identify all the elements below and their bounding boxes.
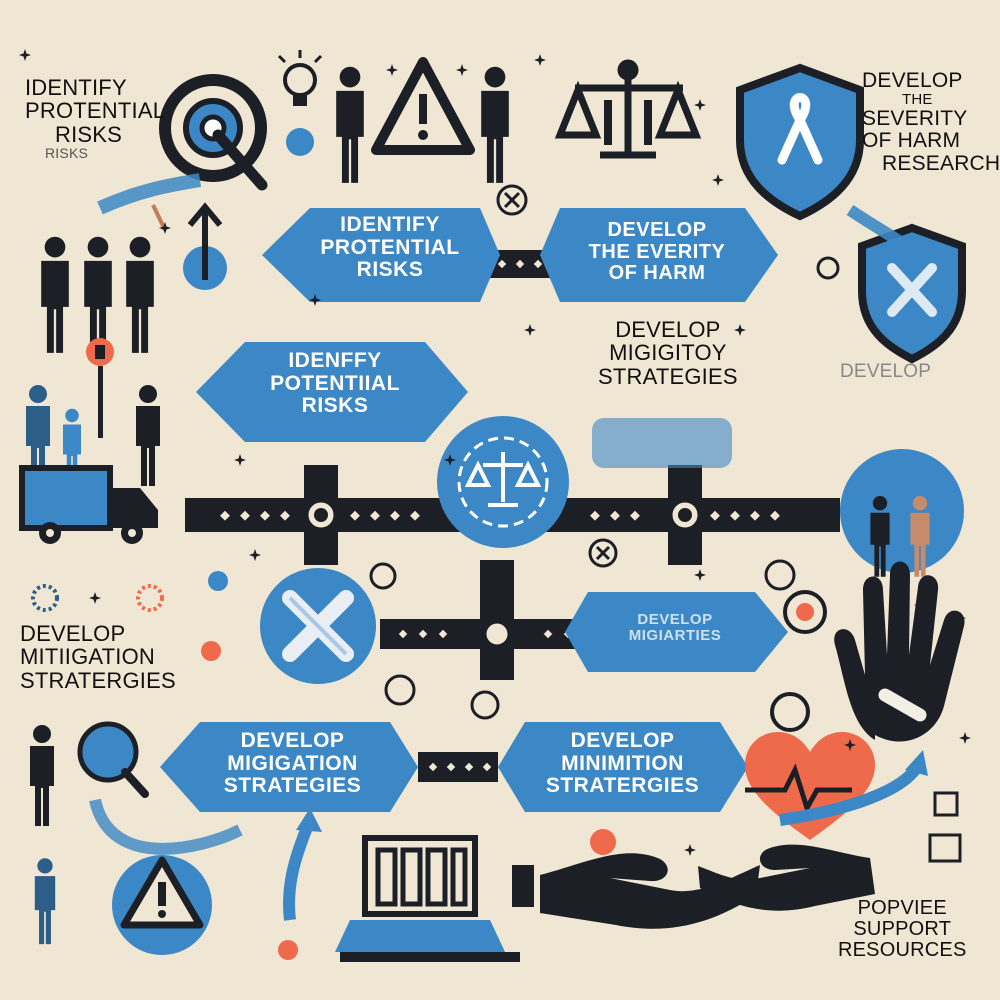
scales-icon [554, 59, 702, 159]
text-left-mid: DEVELOP MITIIGATION STRATERGIES [20, 622, 176, 692]
text-faded-right: DEVELOP [840, 361, 932, 382]
location-pin-icon [86, 338, 114, 438]
text-line: STRATEGIES [598, 363, 738, 389]
text-line: RISKS [301, 394, 369, 418]
text-bottom-right: POPVIEE SUPPORT RESOURCES [838, 897, 967, 962]
hex-severity [540, 208, 778, 302]
people-group-icon [41, 236, 154, 353]
text-line: IDENFFY [288, 349, 382, 372]
text-line: POTENTIIAL [270, 371, 400, 395]
hex-label-identify-top: IDENTIFY PROTENTIAL RISKS [300, 213, 480, 282]
text-line: STRATERGIES [545, 774, 700, 798]
warning-icon [371, 57, 475, 155]
hex-label-severity: DEVELOP THE EVERITY OF HARM [562, 219, 752, 285]
text-line: POPVIEE [857, 897, 947, 919]
text-line: OF HARM [862, 129, 961, 153]
hex-identify-mid [196, 342, 468, 442]
upload-arrow-icon [183, 202, 227, 290]
hand-icon [834, 561, 965, 742]
hex-mitigarties [565, 592, 788, 672]
text-line: SEVERITY [862, 107, 968, 131]
magnifier-shield-icon [77, 721, 149, 798]
hex-label-mitigation-bottom: DEVELOP MIGIGATION STRATEGIES [190, 729, 395, 798]
shield-ribbon-icon [736, 63, 864, 221]
text-line: MIGIARTIES [628, 627, 722, 645]
text-line: IDENTIFY [340, 213, 440, 236]
text-line: STRATEGIES [223, 774, 362, 798]
text-line: IDENTIFY [25, 75, 127, 100]
heart-pulse-icon [745, 732, 875, 840]
laptop-icon [335, 835, 520, 962]
text-line: RISKS [356, 258, 424, 282]
text-mid-right: DEVELOP MIGIGITOY STRATEGIES [598, 318, 738, 388]
lightbulb-icon [277, 50, 323, 106]
text-line: RESOURCES [838, 939, 967, 962]
hex-mitigation-bottom [160, 722, 418, 812]
text-line: MINIMITION [561, 751, 684, 775]
helping-hand-icon [512, 844, 875, 929]
hex-banners [160, 208, 788, 812]
text-line: OF HARM [608, 262, 706, 285]
text-line: PROTENTIAL [25, 98, 166, 124]
hex-label-mitigarties: DEVELOP MIGIARTIES [590, 611, 760, 645]
text-line: DEVELOP [615, 317, 721, 342]
text-line: DEVELOP [570, 729, 675, 752]
truck-icon [19, 465, 158, 544]
text-line: MIGIGITOY [609, 340, 727, 366]
text-line: RESEARCH [882, 151, 1000, 175]
text-top-right: DEVELOP THE SEVERITY OF HARM RESEARCH [862, 69, 1000, 175]
hex-label-identify-mid: IDENFFY POTENTIIAL RISKS [240, 349, 430, 418]
person-icon [336, 66, 364, 183]
hex-label-minimition: DEVELOP MINIMITION STRATERGIES [520, 729, 725, 798]
scales-circle-icon [437, 416, 569, 548]
text-line: STRATERGIES [20, 667, 176, 693]
text-line: THE [902, 91, 933, 109]
text-line: DEVELOP [637, 611, 713, 628]
text-line: RISKS [45, 144, 89, 161]
shield-x-icon [858, 223, 966, 364]
warning-triangle-icon [112, 855, 212, 955]
text-line: PROTENTIAL [320, 235, 460, 259]
text-line: DEVELOP [862, 69, 963, 92]
hex-minimition [498, 722, 748, 812]
text-line: THE EVERITY [588, 240, 726, 263]
text-line: DEVELOP [240, 729, 345, 752]
text-line: MIGIGATION [227, 751, 358, 775]
decor-small-icons [31, 128, 962, 960]
hex-identify-top [262, 208, 500, 302]
people-circle-icon [840, 449, 964, 577]
text-line: DEVELOP [840, 361, 932, 382]
mitigation-circle-icon [260, 568, 376, 684]
text-line: DEVELOP [20, 621, 126, 646]
text-line: DEVELOP [607, 219, 707, 241]
text-top-left: IDENTIFY PROTENTIAL RISKS RISKS [25, 76, 165, 161]
text-line: SUPPORT [853, 918, 952, 941]
text-line: RISKS [55, 121, 123, 147]
target-icon [159, 74, 268, 191]
text-line: MITIIGATION [20, 644, 156, 670]
